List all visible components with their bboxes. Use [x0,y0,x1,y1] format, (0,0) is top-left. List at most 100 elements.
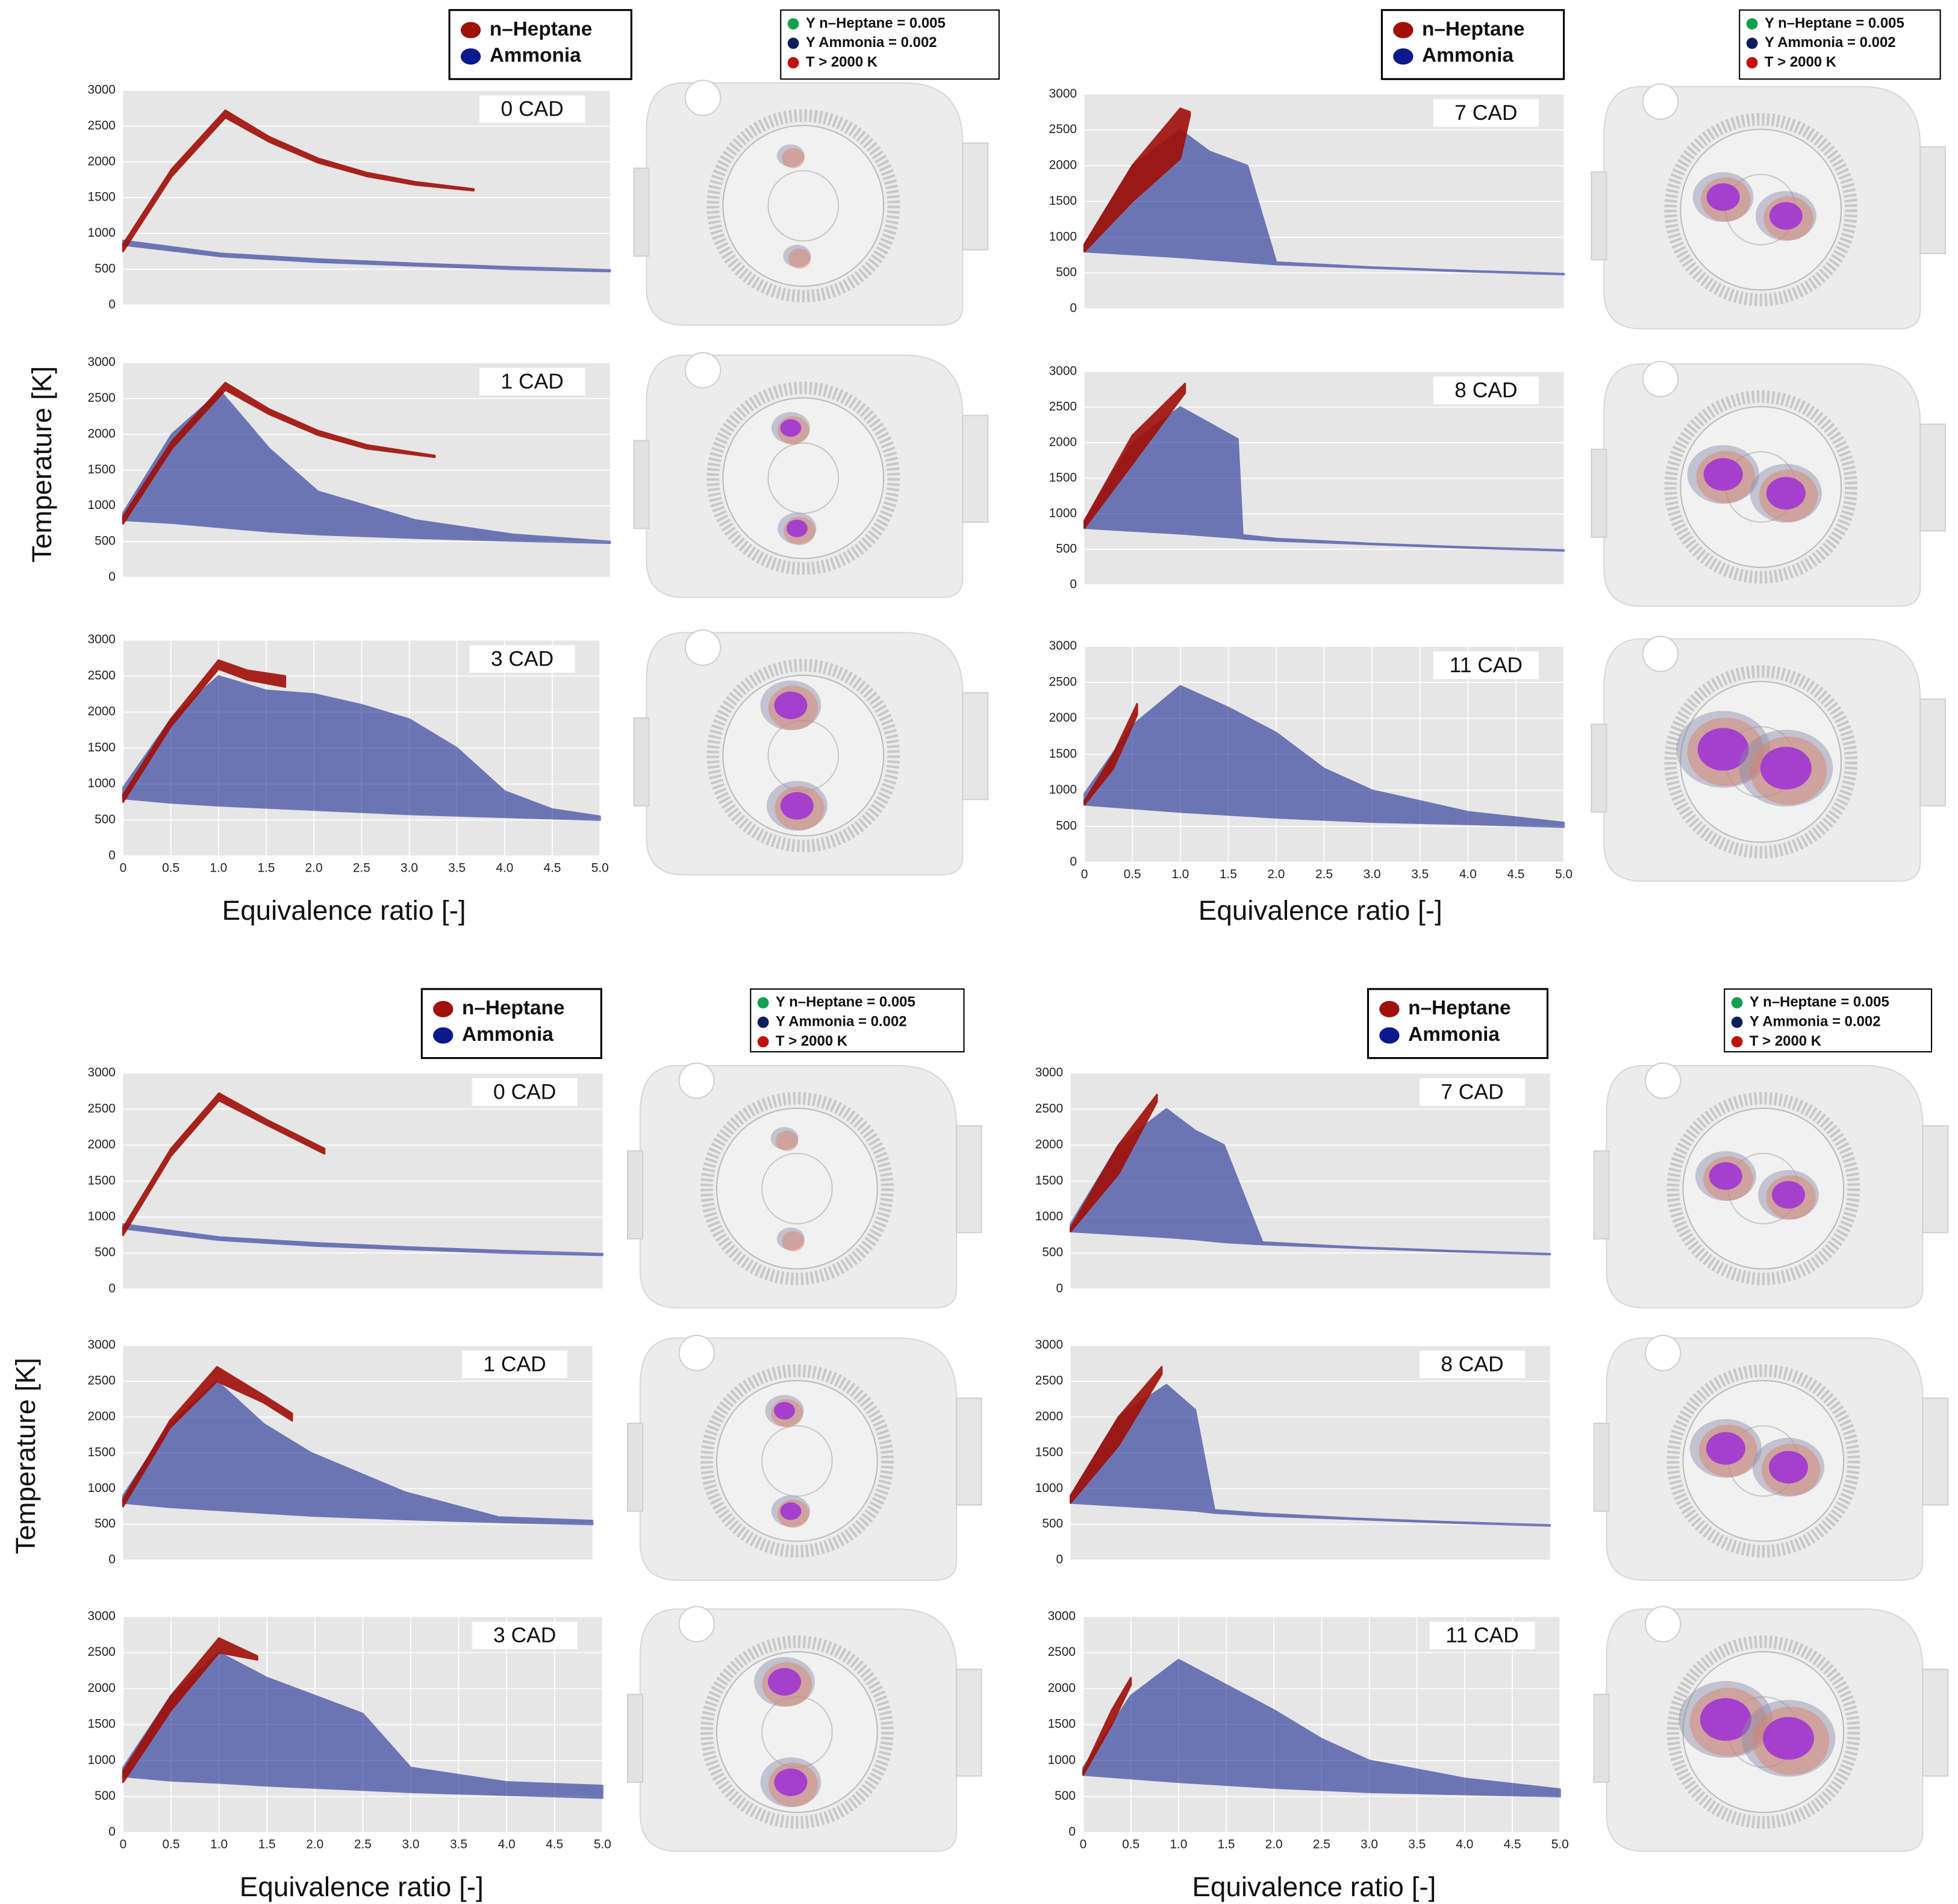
x-tick-label: 4.5 [544,861,561,875]
y-tick-label: 1000 [1049,783,1077,797]
legend-box [448,9,632,80]
y-tick-label: 500 [1055,1789,1076,1803]
side-port [1591,723,1607,813]
y-tick-label: 500 [1042,1517,1063,1531]
y-tick-label: 2000 [88,426,116,440]
x-tick-label: 4.0 [1456,1838,1473,1852]
cylinder-render [633,352,989,598]
core [1703,458,1743,491]
side-port [627,1693,644,1783]
render-legend-marker [1746,57,1758,69]
y-tick-label: 3000 [88,83,116,97]
cad-label: 8 CAD [1433,376,1539,404]
legend-label: Ammonia [490,45,581,67]
cad-text: 8 CAD [1441,1352,1503,1376]
cad-label: 8 CAD [1419,1350,1525,1378]
cylinder-render [1593,1606,1949,1852]
cad-text: 3 CAD [493,1623,556,1647]
side-port [1593,1422,1610,1512]
ammonia-cloud [122,1380,594,1526]
cad-label: 7 CAD [1433,99,1539,127]
heptane-band [122,109,475,252]
x-tick-label: 4.0 [1459,867,1477,881]
port-notch [1644,1335,1682,1372]
render-legend-marker [1731,997,1743,1009]
x-tick-label: 3.0 [401,861,418,875]
x-tick-label: 3.5 [450,1838,467,1852]
y-tick-label: 500 [95,1789,116,1803]
render-legend-box [750,988,965,1053]
heptane-band [122,1637,258,1784]
cad-text: 11 CAD [1445,1623,1518,1647]
side-port [1922,1668,1949,1777]
render-legend-label: Y Ammonia = 0.002 [776,1014,907,1030]
y-tick-label: 1500 [88,1173,116,1187]
cad-box [1433,99,1539,127]
y-tick-label: 3000 [88,1338,116,1352]
cylinder-render [627,1062,982,1309]
legend-box [1380,9,1565,80]
render-legend-label: Y Ammonia = 0.002 [806,34,937,51]
bore [1682,1107,1845,1270]
liner-ring [1666,1635,1860,1829]
legend-box [1367,988,1548,1060]
y-tick-label: 1500 [1035,1445,1063,1459]
legend-label: n–Heptane [462,997,564,1019]
x-tick-label: 1.0 [1170,1838,1187,1852]
side-port [1922,1397,1949,1506]
heptane-band [122,1092,326,1236]
y-tick-label: 2000 [1048,1681,1076,1695]
side-port [627,1422,644,1512]
bore [722,125,885,287]
y-tick-label: 2500 [1048,1645,1076,1659]
port-notch [678,1335,715,1372]
y-tick-label: 2500 [1049,675,1077,688]
heptane-band [122,1366,293,1508]
liner-ring [706,381,900,575]
y-tick-label: 0 [1070,301,1077,315]
core [1768,1450,1809,1484]
y-tick-label: 0 [108,298,116,311]
heptane-band [122,381,436,525]
port-notch [684,629,722,666]
x-tick-label: 0.5 [1122,1838,1140,1852]
y-tick-label: 3000 [1049,364,1077,378]
y-tick-label: 0 [1070,855,1077,869]
cad-box [472,1622,578,1650]
x-axis-label: Equivalence ratio [-] [1192,1871,1436,1902]
cad-label: 0 CAD [479,95,585,123]
render-legend-marker [757,997,769,1009]
liner-ring [1666,1091,1860,1285]
render-legend-label: Y n–Heptane = 0.005 [776,994,915,1010]
x-tick-label: 0 [1080,1838,1087,1852]
liner-ring [706,658,900,852]
y-tick-label: 500 [1042,1246,1063,1259]
ammonia-cloud [1083,685,1565,828]
render-legend-label: Y n–Heptane = 0.005 [1750,994,1889,1010]
y-tick-label: 1500 [88,1717,116,1731]
core [780,1502,802,1520]
render-legend-marker [757,1016,769,1028]
x-tick-label: 4.5 [546,1838,563,1852]
cad-label: 1 CAD [462,1350,568,1378]
y-tick-label: 2000 [88,1138,116,1152]
cad-label: 0 CAD [472,1078,578,1106]
ammonia-cloud [1082,1658,1561,1798]
core [768,1668,802,1696]
x-tick-label: 4.0 [498,1838,516,1852]
x-tick-label: 4.5 [1504,1838,1521,1852]
bowl [761,1152,833,1225]
core [1709,1162,1742,1190]
render-legend-marker [787,57,799,69]
legend-marker [1393,22,1414,39]
cad-label: 7 CAD [1419,1078,1525,1106]
y-tick-label: 2500 [88,1102,116,1116]
x-tick-label: 2.5 [354,1838,372,1852]
side-port [1591,448,1607,538]
legend-label: Ammonia [462,1023,553,1046]
side-port [955,1125,982,1234]
core [774,1402,796,1420]
y-tick-label: 1500 [1049,747,1077,761]
x-tick-label: 3.5 [1408,1838,1426,1852]
